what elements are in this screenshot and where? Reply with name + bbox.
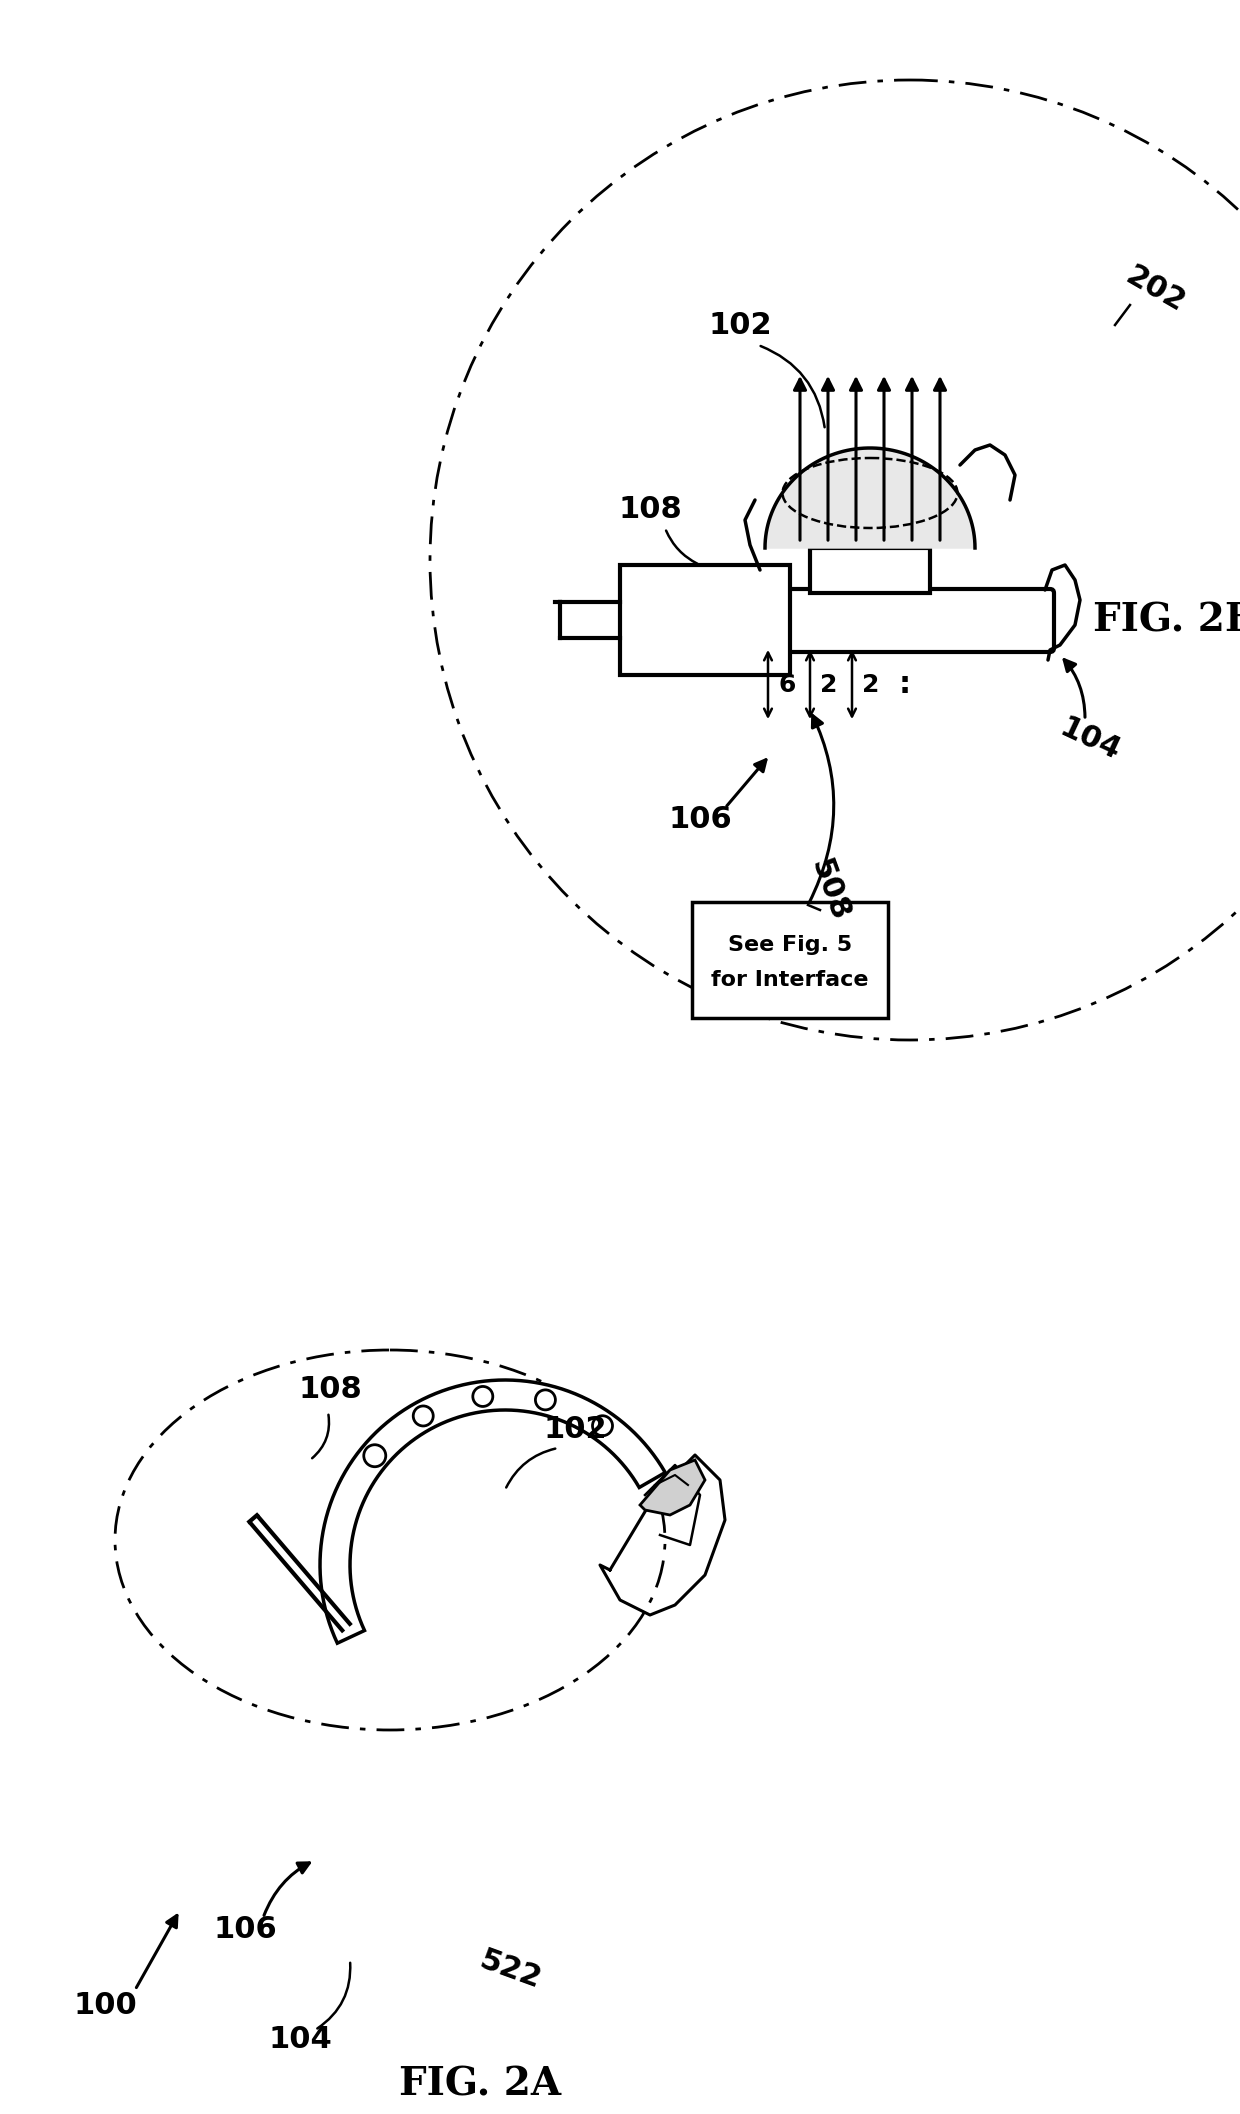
Text: 108: 108 bbox=[618, 495, 682, 524]
Polygon shape bbox=[320, 1380, 665, 1643]
Text: 202: 202 bbox=[1120, 262, 1189, 319]
Text: FIG. 2A: FIG. 2A bbox=[399, 2065, 560, 2103]
Text: 522: 522 bbox=[475, 1945, 544, 1994]
Text: 106: 106 bbox=[213, 1915, 277, 1945]
Bar bbox=[810, 548, 930, 594]
Text: :: : bbox=[899, 670, 911, 700]
Text: FIG. 2B: FIG. 2B bbox=[1092, 600, 1240, 638]
FancyBboxPatch shape bbox=[692, 903, 888, 1019]
Text: See Fig. 5: See Fig. 5 bbox=[728, 934, 852, 956]
Text: 100: 100 bbox=[73, 1991, 136, 2019]
Text: 102: 102 bbox=[543, 1416, 606, 1444]
Text: 2: 2 bbox=[820, 672, 837, 696]
Polygon shape bbox=[765, 448, 975, 548]
Polygon shape bbox=[640, 1461, 706, 1516]
Text: 108: 108 bbox=[298, 1376, 362, 1404]
Bar bbox=[620, 564, 790, 674]
Text: 104: 104 bbox=[1055, 712, 1125, 767]
Text: 102: 102 bbox=[708, 311, 771, 340]
Text: 6: 6 bbox=[777, 672, 795, 696]
Text: for Interface: for Interface bbox=[712, 970, 869, 989]
Text: 106: 106 bbox=[668, 805, 732, 835]
Text: 508: 508 bbox=[806, 854, 854, 926]
Text: 104: 104 bbox=[268, 2025, 332, 2055]
Text: 2: 2 bbox=[862, 672, 879, 696]
FancyBboxPatch shape bbox=[626, 590, 1054, 651]
